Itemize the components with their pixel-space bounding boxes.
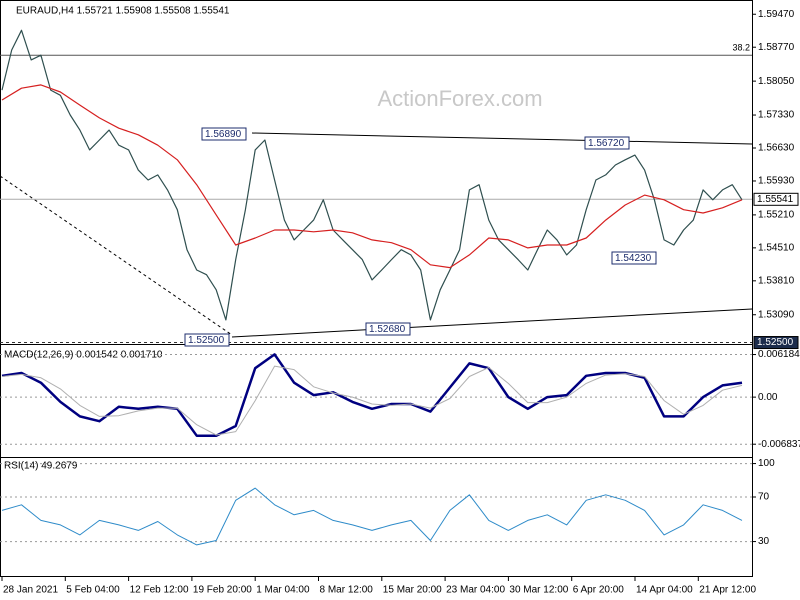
y-tick-label: 1.57330 — [758, 110, 795, 121]
y-tick-label: 1.55930 — [758, 176, 795, 187]
y-tick-label: 0.00 — [758, 392, 778, 403]
macd-title: MACD(12,26,9) 0.001542 0.001710 — [4, 350, 163, 361]
plot-frame — [0, 0, 753, 577]
annotation: 1.52500 — [188, 335, 225, 346]
annotation-box — [201, 127, 247, 141]
trend-line — [251, 132, 753, 145]
y-tick-label: 70 — [758, 492, 770, 503]
series-line — [1, 487, 743, 546]
y-tick-label: 1.55210 — [758, 210, 795, 221]
y-tick-label: 100 — [758, 458, 775, 469]
price-tag — [753, 336, 799, 350]
annotation: 1.52680 — [369, 324, 406, 335]
series-line — [1, 29, 743, 321]
y-tick-label: -0.006837 — [758, 439, 800, 450]
rsi-title: RSI(14) 49.2679 — [4, 461, 78, 472]
y-tick-label: 1.58770 — [758, 42, 795, 53]
chart-title: EURAUD,H4 1.55721 1.55908 1.55508 1.5554… — [16, 6, 230, 17]
series-line — [1, 353, 743, 437]
watermark: ActionForex.com — [377, 86, 542, 111]
series-line — [1, 365, 743, 436]
x-tick-label: 19 Feb 20:00 — [193, 585, 252, 596]
price-tag — [753, 192, 799, 206]
x-tick-label: 15 Mar 20:00 — [383, 585, 442, 596]
price-tag-label: 1.52500 — [757, 337, 794, 348]
x-tick-label: 12 Feb 12:00 — [130, 585, 189, 596]
y-tick-label: 1.54510 — [758, 242, 795, 253]
price-tag-label: 1.55541 — [757, 194, 794, 205]
annotation: 1.56720 — [588, 138, 625, 149]
x-tick-label: 1 Mar 04:00 — [256, 585, 310, 596]
x-tick-label: 28 Jan 2021 — [3, 585, 58, 596]
x-tick-label: 8 Mar 12:00 — [320, 585, 374, 596]
y-tick-label: 0.006184 — [758, 349, 800, 360]
annotation-box — [365, 322, 411, 336]
y-tick-label: 1.59470 — [758, 9, 795, 20]
x-tick-label: 14 Apr 04:00 — [636, 585, 693, 596]
annotation: 1.54230 — [615, 253, 652, 264]
y-tick-label: 1.53090 — [758, 309, 795, 320]
x-tick-label: 5 Feb 04:00 — [66, 585, 120, 596]
annotation-box — [584, 136, 630, 150]
y-tick-label: 1.56630 — [758, 143, 795, 154]
annotation: 1.56890 — [205, 129, 242, 140]
y-tick-label: 1.53810 — [758, 275, 795, 286]
annotation-box — [184, 333, 230, 347]
x-tick-label: 23 Mar 04:00 — [446, 585, 505, 596]
annotation-box — [611, 251, 657, 265]
fib-level-label: 38.2 — [732, 43, 750, 53]
x-tick-label: 30 Mar 12:00 — [509, 585, 568, 596]
trend-line — [0, 175, 233, 336]
y-tick-label: 30 — [758, 536, 770, 547]
y-tick-label: 1.58050 — [758, 76, 795, 87]
x-tick-label: 21 Apr 12:00 — [699, 585, 756, 596]
trend-line — [231, 308, 753, 338]
series-line — [1, 84, 743, 269]
x-tick-label: 6 Apr 20:00 — [573, 585, 625, 596]
